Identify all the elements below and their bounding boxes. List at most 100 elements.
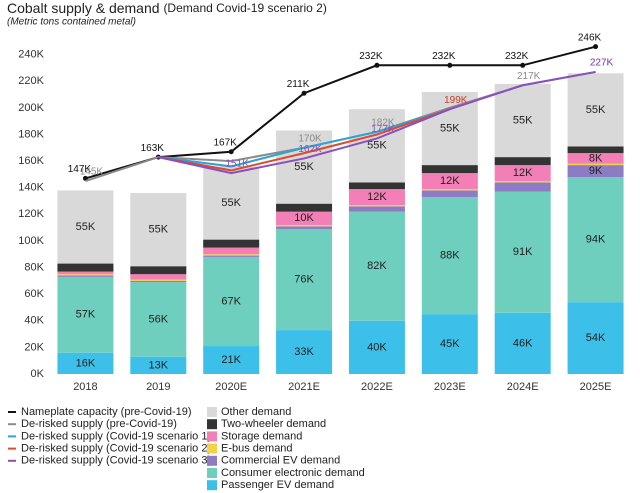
bar-value-label: 55K bbox=[440, 122, 460, 134]
supply-line bbox=[158, 70, 596, 175]
x-tick-label: 2023E bbox=[434, 381, 466, 393]
bar-segment bbox=[494, 157, 551, 166]
bar-value-label: 8K bbox=[589, 152, 603, 164]
line-value-label: 170K bbox=[298, 133, 322, 144]
bar-value-label: 55K bbox=[294, 161, 314, 173]
legend-swatch bbox=[207, 443, 217, 454]
bar-segment bbox=[421, 165, 478, 174]
bar-segment bbox=[421, 314, 478, 374]
bar-segment bbox=[567, 73, 624, 147]
bar-segment bbox=[57, 276, 114, 353]
line-marker bbox=[593, 44, 599, 50]
line-value-label: 163K bbox=[141, 143, 165, 154]
legend-label: Commercial EV demand bbox=[221, 455, 340, 467]
line-value-label: 182K bbox=[371, 117, 395, 128]
y-tick-label: 220K bbox=[18, 75, 44, 87]
bar-segment bbox=[348, 320, 405, 374]
bar-segment bbox=[276, 226, 333, 229]
y-tick-label: 200K bbox=[18, 102, 44, 114]
bar-value-label: 13K bbox=[149, 359, 169, 371]
bar-segment bbox=[567, 163, 624, 166]
y-tick-label: 100K bbox=[18, 235, 44, 247]
bar-value-label: 55K bbox=[76, 221, 96, 233]
bar-segment bbox=[130, 266, 187, 275]
legend-label: De-risked supply (Covid-19 scenario 2) bbox=[21, 443, 211, 455]
bar-segment bbox=[203, 254, 260, 256]
x-tick-label: 2021E bbox=[288, 381, 320, 393]
chart-title: Cobalt supply & demand (Demand Covid-19 … bbox=[7, 0, 327, 16]
bar-value-label: 45K bbox=[440, 338, 460, 350]
legend-label: Passenger EV demand bbox=[221, 479, 334, 491]
bar-value-label: 12K bbox=[367, 191, 387, 203]
title-main: Cobalt supply & demand bbox=[7, 0, 160, 16]
legend-swatch bbox=[207, 407, 217, 417]
legend-swatch bbox=[207, 468, 217, 478]
bar-segment bbox=[57, 352, 114, 374]
bar-value-label: 94K bbox=[586, 234, 606, 246]
line-value-label: 246K bbox=[578, 32, 602, 43]
bar-value-label: 40K bbox=[367, 341, 387, 353]
legend-label: De-risked supply (pre-Covid-19) bbox=[21, 418, 177, 430]
bar-value-label: 55K bbox=[513, 114, 533, 126]
line-value-label: 167K bbox=[214, 137, 238, 148]
line-value-label: 147K bbox=[68, 164, 92, 175]
bar-segment bbox=[130, 282, 187, 357]
bar-value-label: 57K bbox=[76, 309, 96, 321]
bar-value-label: 12K bbox=[440, 175, 460, 187]
bar-segment bbox=[203, 239, 260, 248]
line-value-label: 232K bbox=[505, 51, 529, 62]
chart-subtitle: (Metric tons contained metal) bbox=[7, 17, 136, 28]
legend-swatch bbox=[207, 431, 217, 442]
bar-segment bbox=[203, 247, 260, 255]
legend-label: De-risked supply (Covid-19 scenario 3) bbox=[21, 455, 211, 467]
y-tick-label: 0K bbox=[31, 368, 45, 380]
bar-segment bbox=[57, 275, 114, 277]
bar-segment bbox=[421, 197, 478, 315]
y-tick-label: 80K bbox=[24, 261, 44, 273]
legend-label: Other demand bbox=[221, 406, 291, 418]
bar-segment bbox=[567, 302, 624, 374]
bar-segment bbox=[494, 182, 551, 192]
bar-segment bbox=[348, 182, 405, 190]
title-note: (Demand Covid-19 scenario 2) bbox=[163, 1, 326, 15]
line-marker bbox=[374, 62, 380, 68]
y-tick-label: 40K bbox=[24, 315, 44, 327]
bar-segment bbox=[421, 190, 478, 198]
line-marker bbox=[228, 149, 234, 155]
legend-swatch bbox=[207, 419, 217, 430]
line-marker bbox=[447, 62, 453, 68]
bar-value-label: 46K bbox=[513, 337, 533, 349]
bar-segment bbox=[276, 330, 333, 374]
bar-segment bbox=[421, 189, 478, 191]
bar-segment bbox=[348, 211, 405, 321]
x-tick-label: 2024E bbox=[507, 381, 539, 393]
legend-label: Nameplate capacity (pre-Covid-19) bbox=[21, 406, 192, 418]
line-marker bbox=[301, 90, 307, 96]
line-value-label: 232K bbox=[359, 51, 383, 62]
bar-segment bbox=[130, 280, 187, 283]
line-value-label: 162K bbox=[298, 144, 322, 155]
bar-segment bbox=[567, 153, 624, 164]
bar-value-label: 55K bbox=[367, 140, 387, 152]
legend-swatch bbox=[207, 455, 217, 466]
x-tick-label: 2020E bbox=[215, 381, 247, 393]
line-value-label: 227K bbox=[590, 58, 614, 69]
legend-label: De-risked supply (Covid-19 scenario 1) bbox=[21, 430, 211, 442]
bar-segment bbox=[567, 146, 624, 154]
legend-label: Two-wheeler demand bbox=[221, 418, 326, 430]
supply-line bbox=[158, 108, 451, 172]
bar-segment bbox=[57, 263, 114, 272]
bar-value-label: 55K bbox=[586, 104, 606, 116]
y-tick-label: 180K bbox=[18, 128, 44, 140]
legend-label: Storage demand bbox=[221, 430, 302, 442]
y-tick-label: 120K bbox=[18, 208, 44, 220]
bar-value-label: 54K bbox=[586, 332, 606, 344]
bar-segment bbox=[276, 228, 333, 331]
bar-segment bbox=[130, 356, 187, 374]
bar-segment bbox=[203, 256, 260, 347]
bar-segment bbox=[348, 206, 405, 212]
bar-segment bbox=[130, 193, 187, 267]
bar-segment bbox=[130, 279, 187, 281]
bar-segment bbox=[348, 109, 405, 183]
